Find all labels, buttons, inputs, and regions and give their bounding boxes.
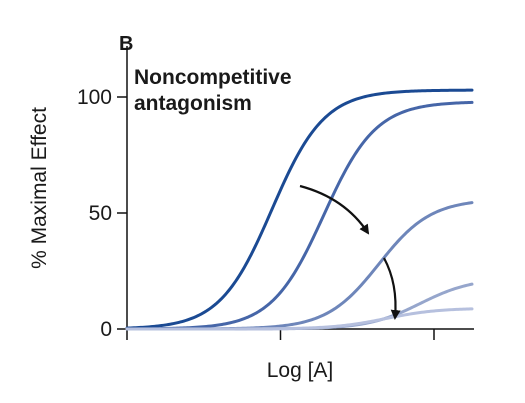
y-tick-label: 50 <box>89 202 112 225</box>
series-curve-2 <box>125 100 474 331</box>
x-ticks <box>126 329 435 340</box>
x-axis-label: Log [A] <box>267 359 334 382</box>
y-tick-label: 0 <box>100 318 112 341</box>
chart-annotation-line-1: Noncompetitive <box>134 66 292 89</box>
y-ticks: 0 50 100 <box>77 86 127 341</box>
chart-annotation-line-2: antagonism <box>134 92 252 115</box>
series-curve-5 <box>125 307 474 331</box>
y-tick-label: 100 <box>77 86 112 109</box>
series-curve-1 <box>125 88 474 330</box>
panel-label: B <box>119 33 133 55</box>
y-axis-label: % Maximal Effect <box>28 107 51 269</box>
arrow-2 <box>383 257 401 320</box>
arrow-1 <box>299 184 370 235</box>
series-curves <box>125 88 474 331</box>
